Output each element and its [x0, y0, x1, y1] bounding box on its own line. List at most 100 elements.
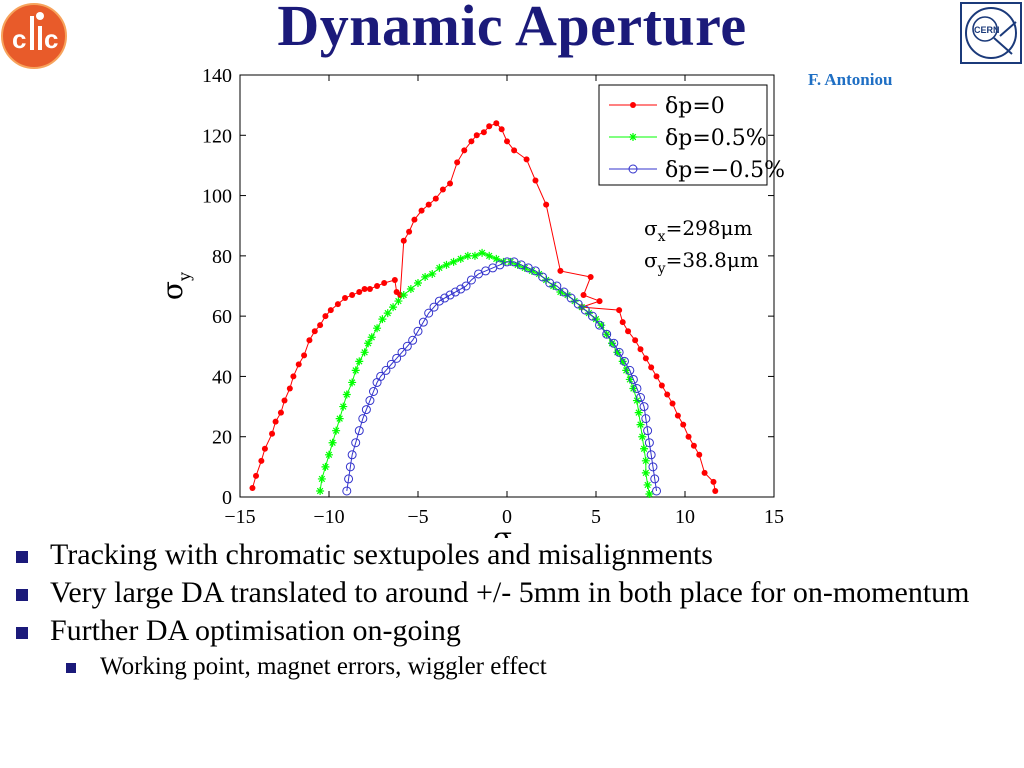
data-point: [386, 359, 396, 369]
data-point: [344, 474, 354, 484]
data-point: [316, 486, 325, 495]
y-tick-label: 140: [202, 65, 232, 87]
data-point: [463, 251, 472, 260]
data-point: [592, 315, 600, 324]
x-tick-label: −5: [407, 506, 428, 528]
svg-text:c: c: [44, 24, 58, 54]
data-point: [680, 421, 687, 428]
data-point: [645, 489, 654, 498]
dynamic-aperture-chart: −15 −10 −5 0 5 10 15 0 20 40 60 80 100 120 140 σx σy δp=…: [156, 65, 785, 538]
data-point: [669, 400, 676, 407]
sub-bullet-item: Working point, magnet errors, wiggler ef…: [12, 652, 1012, 682]
data-point: [445, 290, 455, 300]
legend-box: [598, 84, 768, 186]
data-point: [397, 347, 407, 357]
data-point: [413, 326, 423, 336]
data-point: [325, 450, 333, 459]
data-point: [347, 450, 357, 460]
data-point: [432, 195, 439, 202]
data-point: [335, 414, 344, 423]
data-point: [418, 207, 425, 214]
data-point: [646, 450, 656, 460]
data-point: [361, 286, 368, 293]
data-point: [641, 456, 650, 465]
data-point: [643, 426, 653, 436]
data-point: [461, 281, 471, 291]
data-point: [272, 418, 279, 425]
data-point: [632, 337, 639, 344]
data-point: [439, 186, 446, 193]
data-point: [710, 478, 717, 485]
bullet-marker: [16, 589, 28, 601]
data-point: [602, 329, 612, 339]
data-point: [281, 397, 288, 404]
data-point: [616, 307, 623, 314]
bullet-text: Working point, magnet errors, wiggler ef…: [100, 653, 547, 680]
data-point: [712, 487, 719, 494]
data-point: [414, 278, 422, 287]
data-point: [411, 216, 418, 223]
data-point: [498, 126, 505, 133]
data-point: [269, 430, 276, 437]
bullet-marker: [16, 627, 28, 639]
data-point: [619, 319, 626, 326]
data-point: [383, 309, 392, 318]
data-point: [369, 387, 378, 396]
data-point: [557, 267, 564, 274]
data-point: [408, 335, 418, 345]
data-point: [641, 468, 650, 477]
data-point: [406, 285, 415, 294]
data-point: [389, 303, 398, 312]
data-point: [511, 147, 518, 154]
data-point: [394, 297, 403, 306]
y-tick-label: 80: [212, 246, 232, 268]
data-point: [392, 353, 402, 363]
data-point: [658, 382, 665, 389]
data-point: [364, 339, 373, 348]
data-point: [628, 374, 638, 384]
data-point: [342, 486, 352, 496]
data-point: [473, 132, 480, 139]
data-point: [587, 311, 597, 321]
data-point: [650, 474, 660, 484]
data-point: [493, 120, 500, 127]
data-point: [418, 317, 428, 327]
data-point: [374, 283, 381, 289]
cern-logo: CERN: [960, 2, 1022, 64]
y-axis-label: σy: [156, 272, 194, 300]
data-point: [639, 402, 649, 412]
y-tick-label: 120: [202, 125, 232, 147]
data-point: [402, 341, 412, 351]
y-tick-label: 60: [212, 306, 232, 328]
legend-marker: [628, 164, 638, 174]
data-point: [434, 296, 444, 306]
data-point: [322, 313, 329, 320]
data-point: [449, 257, 458, 266]
data-point: [378, 315, 387, 324]
data-point: [470, 251, 479, 260]
data-point: [648, 364, 655, 371]
legend-label: δp=−0.5%: [665, 158, 785, 183]
data-point: [532, 177, 539, 184]
data-point: [429, 302, 439, 312]
data-point: [327, 307, 334, 314]
data-point: [480, 129, 487, 136]
data-point: [342, 295, 349, 302]
series-3: [342, 257, 662, 496]
clic-logo: c c: [1, 3, 67, 69]
svg-text:CERN: CERN: [974, 25, 1000, 35]
data-point: [351, 438, 361, 448]
legend-label: δp=0.5%: [665, 126, 767, 151]
data-point: [559, 287, 569, 297]
data-point: [286, 385, 293, 392]
data-point: [321, 462, 330, 471]
data-point: [502, 257, 512, 267]
data-point: [249, 484, 256, 491]
bullet-marker: [16, 551, 28, 563]
data-point: [447, 180, 454, 187]
data-point: [301, 352, 308, 359]
data-point: [653, 373, 660, 380]
data-point: [342, 390, 351, 399]
data-point: [317, 474, 326, 483]
svg-text:c: c: [12, 24, 26, 54]
